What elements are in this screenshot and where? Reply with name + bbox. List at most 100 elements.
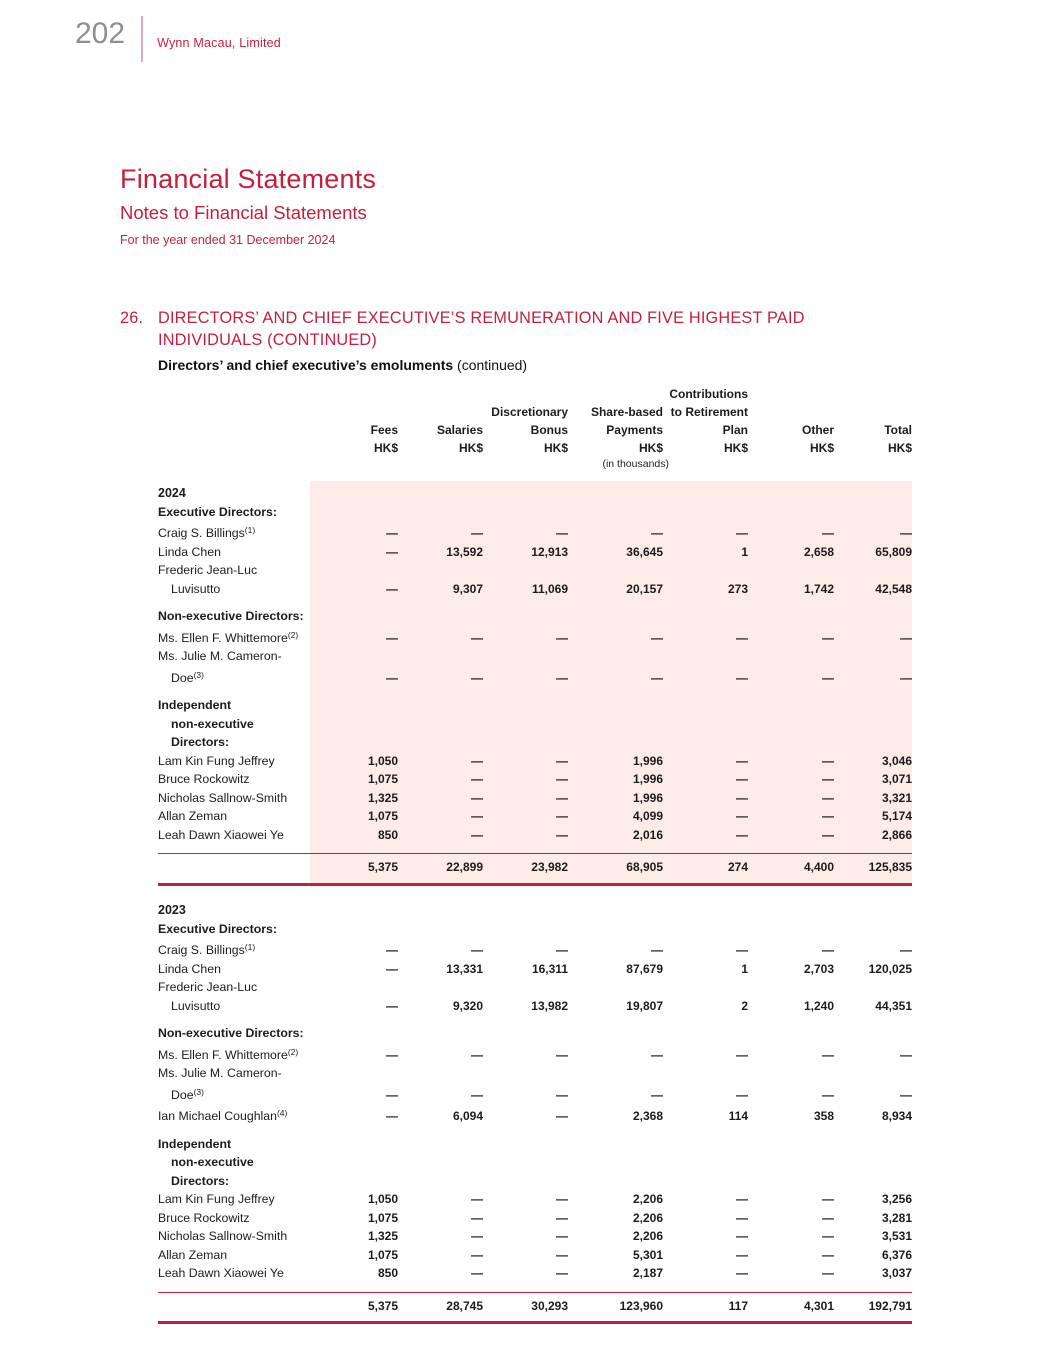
value-cell: — xyxy=(748,789,834,808)
column-header: Total HK$ xyxy=(834,385,912,473)
reporting-period: For the year ended 31 December 2024 xyxy=(120,232,336,247)
value-cell xyxy=(398,920,483,939)
value-cell: 3,046 xyxy=(834,752,912,771)
value-cell xyxy=(398,561,483,580)
value-cell xyxy=(483,598,568,608)
value-cell: — xyxy=(748,666,834,688)
value-cell xyxy=(748,696,834,715)
column-header-line: HK$ xyxy=(458,441,483,455)
value-cell xyxy=(568,647,663,666)
table-row: Lam Kin Fung Jeffrey 1,050— —1,996— —3,046 xyxy=(158,752,912,771)
column-header-line: HK$ xyxy=(887,441,912,455)
value-cell xyxy=(663,1025,748,1044)
spacer-row xyxy=(158,687,912,697)
value-cell xyxy=(748,733,834,752)
value-cell xyxy=(834,1025,912,1044)
value-cell xyxy=(568,1065,663,1084)
footnote-reference: (3) xyxy=(193,1086,204,1097)
value-cell: — xyxy=(748,752,834,771)
value-cell xyxy=(483,715,568,734)
column-header-line: Fees xyxy=(370,423,398,437)
value-cell xyxy=(568,607,663,626)
value-cell: — xyxy=(568,521,663,543)
value-cell xyxy=(310,696,398,715)
value-cell: — xyxy=(398,826,483,845)
row-label: Luvisutto xyxy=(171,581,221,596)
value-cell: 1,325 xyxy=(367,1229,398,1243)
value-cell xyxy=(748,687,834,697)
value-cell xyxy=(663,898,748,920)
value-cell xyxy=(748,1283,834,1292)
table-row: Allan Zeman 1,075— —4,099— —5,174 xyxy=(158,807,912,826)
row-label: Bruce Rockowitz xyxy=(158,1210,250,1225)
value-cell xyxy=(310,1025,398,1044)
value-cell xyxy=(398,481,483,503)
group-heading-row: non-executive xyxy=(158,1154,912,1173)
value-cell: 1,075 xyxy=(310,807,398,826)
value-cell xyxy=(834,1016,912,1025)
value-cell xyxy=(398,1016,483,1025)
value-cell: — xyxy=(310,521,398,543)
value-cell xyxy=(568,920,663,939)
value-cell xyxy=(398,715,483,734)
value-cell: — xyxy=(822,1210,834,1225)
value-cell xyxy=(310,1172,398,1191)
note-number: 26. xyxy=(120,309,144,327)
value-cell: 19,807 xyxy=(626,998,663,1013)
table-row: Doe(3) — — — — — — — xyxy=(158,666,912,688)
value-cell xyxy=(483,1154,568,1173)
table-header-row: Fees HK$ Salaries HK$ Discretionary Bonus HK$ S… xyxy=(158,385,912,473)
value-cell xyxy=(310,844,398,854)
value-cell: — xyxy=(483,826,568,845)
value-cell xyxy=(483,1172,568,1191)
row-label: Ms. Ellen F. Whittemore(2) xyxy=(158,1046,299,1062)
value-cell xyxy=(483,1025,568,1044)
value-cell: 1,075 xyxy=(367,1210,398,1225)
value-cell: 5,301 xyxy=(632,1247,663,1262)
value-cell: 850 xyxy=(310,826,398,845)
value-cell: — xyxy=(471,943,483,957)
value-cell: — xyxy=(663,521,748,543)
row-label xyxy=(158,845,310,854)
value-cell: — xyxy=(556,1047,568,1062)
value-cell: 23,982 xyxy=(483,853,568,886)
value-cell: — xyxy=(900,1087,912,1102)
value-cell xyxy=(748,561,834,580)
value-cell xyxy=(310,1065,398,1084)
table-row: Leah Dawn Xiaowei Ye 850 — — 2,187 — — 3,037 xyxy=(158,1265,912,1284)
value-cell: — xyxy=(398,752,483,771)
table-row: Lam Kin Fung Jeffrey 1,050 — — 2,206 — — 3,256 xyxy=(158,1191,912,1210)
group-heading: Executive Directors: xyxy=(158,921,277,936)
group-heading: Directors: xyxy=(171,735,230,749)
row-label: Doe(3) xyxy=(171,1086,204,1102)
table-row: Bruce Rockowitz 1,075 — — 2,206 — — 3,281 xyxy=(158,1209,912,1228)
header-spacer xyxy=(158,385,310,473)
page-masthead: 202 Wynn Macau, Limited xyxy=(75,16,281,62)
value-cell xyxy=(834,1065,912,1084)
value-cell: 2,866 xyxy=(834,826,912,845)
value-cell: — xyxy=(748,521,834,543)
value-cell: — xyxy=(736,943,748,957)
value-cell: 3,071 xyxy=(834,770,912,789)
column-header-line: Total xyxy=(884,423,912,437)
value-cell: 28,745 xyxy=(398,1291,483,1324)
value-cell xyxy=(834,503,912,522)
value-cell xyxy=(834,1283,912,1292)
column-header-line: HK$ xyxy=(809,441,834,455)
value-cell: 273 xyxy=(663,580,748,599)
column-header-line: Discretionary xyxy=(491,405,568,419)
value-cell: 117 xyxy=(663,1291,748,1324)
column-header-line: HK$ xyxy=(638,441,663,455)
value-cell xyxy=(310,1283,398,1292)
value-cell: 65,809 xyxy=(834,543,912,562)
value-cell: 1,050 xyxy=(367,1192,398,1206)
value-cell: — xyxy=(471,1087,483,1102)
value-cell xyxy=(663,1016,748,1025)
value-cell: — xyxy=(398,666,483,688)
value-cell: 2,016 xyxy=(568,826,663,845)
value-cell: — xyxy=(663,626,748,648)
value-cell xyxy=(568,1135,663,1154)
value-cell xyxy=(568,715,663,734)
column-header-subnote xyxy=(834,457,918,473)
subheading-continued: (continued) xyxy=(457,357,528,373)
